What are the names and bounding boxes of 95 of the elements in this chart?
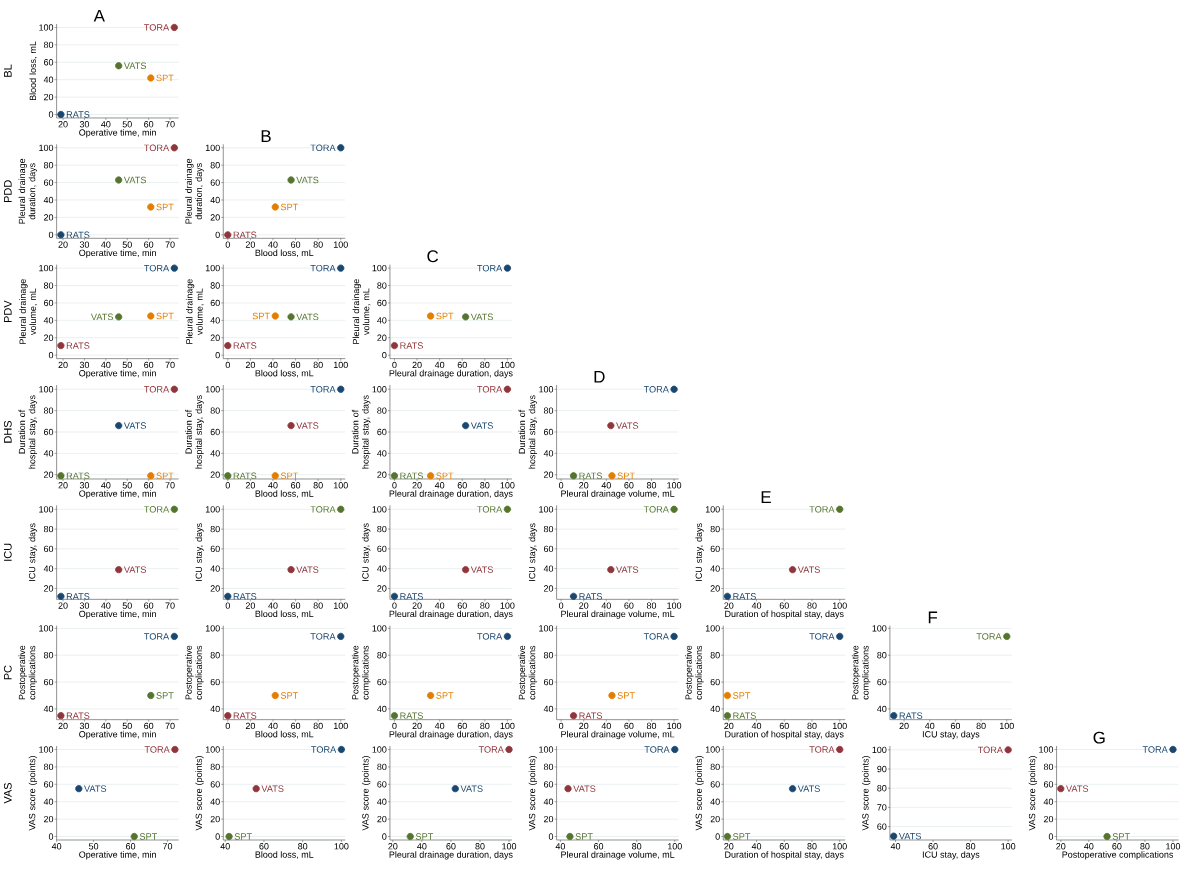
point [427,472,435,480]
point [723,712,732,720]
point [224,472,232,480]
point [225,832,233,841]
point [147,691,155,700]
point [462,313,470,321]
point [503,264,512,272]
point [170,385,178,393]
point [115,176,123,184]
point [723,832,732,841]
point [271,691,279,700]
point [271,203,279,211]
point [390,472,399,480]
point [390,592,399,600]
point [337,264,345,272]
point [670,632,678,641]
point [147,203,155,211]
point [337,144,345,152]
point [337,505,345,513]
chart-title: C [427,250,439,263]
point [287,566,295,574]
point [57,712,65,720]
point [836,505,844,513]
point [115,566,123,574]
point [723,691,732,700]
point [1057,785,1065,793]
point [224,341,232,350]
point [171,745,179,754]
point [287,176,295,184]
point [271,312,279,320]
point [147,472,155,480]
point [224,592,232,600]
point [57,231,65,239]
point [224,231,232,239]
point [1169,745,1177,754]
point [503,505,512,513]
point [337,632,345,641]
point [608,691,616,700]
point [451,785,459,793]
point [224,712,232,720]
point [406,832,414,841]
point [170,23,178,32]
point [723,592,732,600]
point [607,566,615,574]
point [115,313,123,321]
chart-title: D [594,370,605,383]
point [337,385,345,393]
point [564,785,572,793]
point [503,385,512,393]
point [130,832,138,841]
point [170,632,178,641]
point [271,472,279,480]
point [287,313,295,321]
point [57,472,65,480]
point [569,592,578,600]
chart-title: B [261,130,271,142]
point [390,341,399,350]
point [252,785,260,793]
point [671,745,679,754]
point [147,74,155,82]
point [670,505,678,513]
point [566,832,574,841]
point [390,712,399,720]
point [569,712,578,720]
point [505,745,513,754]
point [170,144,178,152]
point [462,421,470,430]
point [788,566,797,574]
point [337,745,345,754]
point [427,691,435,700]
point [115,62,123,70]
point [836,632,844,641]
point [607,421,615,430]
point [170,264,178,272]
chart-title: G [1093,731,1105,744]
point [57,110,65,119]
point [57,341,65,350]
chart-title: A [93,9,105,22]
point [569,472,578,480]
chart-title: E [761,491,771,503]
point [836,745,844,754]
point [670,385,678,393]
point [503,632,512,641]
point [608,472,616,480]
point [788,785,797,793]
point [287,421,295,430]
chart-title: F [928,611,938,624]
point [57,592,65,600]
point [170,505,178,513]
point [115,421,123,430]
point [462,566,470,574]
point [427,312,435,320]
point [75,785,83,793]
point [147,312,155,320]
point [1103,832,1111,841]
